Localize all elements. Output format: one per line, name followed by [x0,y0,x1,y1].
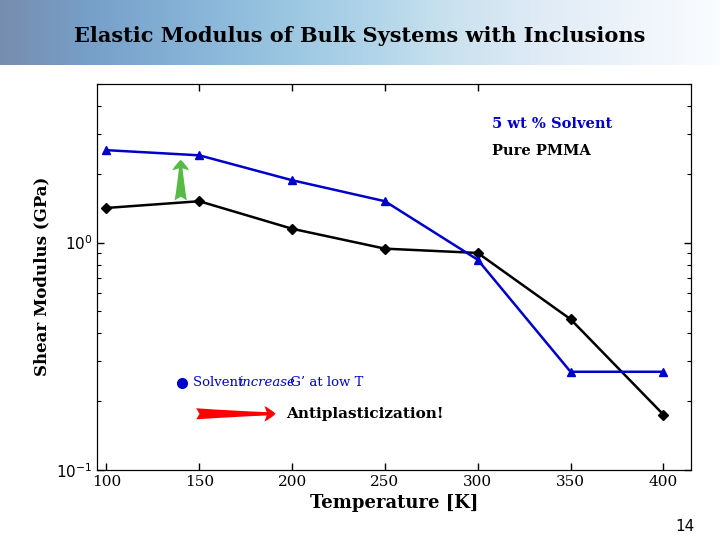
Text: increase: increase [238,376,295,389]
Text: Elastic Modulus of Bulk Systems with Inclusions: Elastic Modulus of Bulk Systems with Inc… [74,25,646,46]
Text: Pure PMMA: Pure PMMA [492,144,591,158]
Text: 14: 14 [675,518,695,534]
Text: Antiplasticization!: Antiplasticization! [286,407,444,421]
Text: G’ at low T: G’ at low T [286,376,364,389]
X-axis label: Temperature [K]: Temperature [K] [310,494,478,512]
Text: Solvent: Solvent [194,376,248,389]
Text: 5 wt % Solvent: 5 wt % Solvent [492,117,613,131]
Y-axis label: Shear Modulus (GPa): Shear Modulus (GPa) [34,177,50,376]
